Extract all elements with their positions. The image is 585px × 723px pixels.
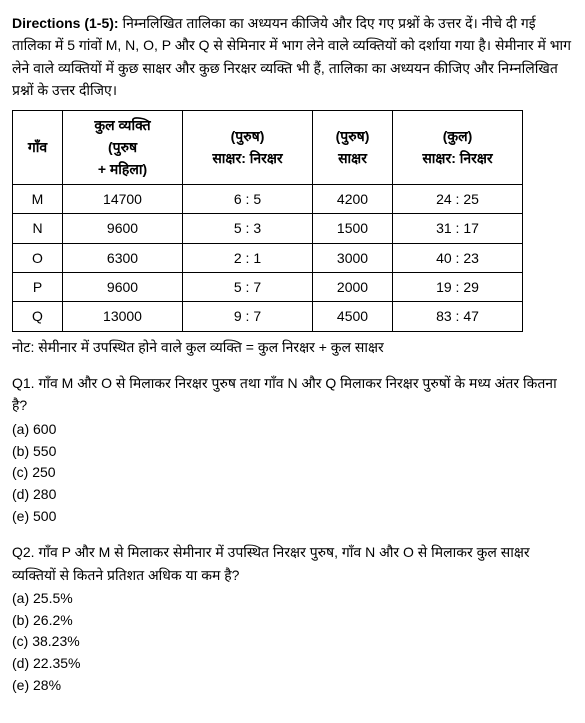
cell-ratio: 5 : 7 [183,272,313,301]
directions-block: Directions (1-5): निम्नलिखित तालिका का अ… [12,12,573,102]
q1-option-b: (b) 550 [12,441,573,463]
q1-text: गाँव M और O से मिलाकर निरक्षर पुरुष तथा … [12,375,557,413]
q1-option-c: (c) 250 [12,462,573,484]
cell-total: 13000 [63,302,183,331]
q2-option-e: (e) 28% [12,675,573,697]
q2-text: गाँव P और M से मिलाकर सेमीनार में उपस्थि… [12,544,530,582]
cell-ratio: 5 : 3 [183,214,313,243]
header-kul-label: (कुल) [401,125,514,147]
header-total-line1: कुल व्यक्ति [71,114,174,136]
cell-total: 14700 [63,184,183,213]
cell-literate: 4500 [313,302,393,331]
header-row: गाँव कुल व्यक्ति (पुरुष + महिला) (पुरुष)… [13,110,523,184]
q1-option-d: (d) 280 [12,484,573,506]
header-kul-ratio: साक्षर: निरक्षर [401,147,514,169]
header-total: कुल व्यक्ति (पुरुष + महिला) [63,110,183,184]
cell-village: M [13,184,63,213]
cell-literate: 2000 [313,272,393,301]
q2-options: (a) 25.5% (b) 26.2% (c) 38.23% (d) 22.35… [12,588,573,696]
header-literate-label: साक्षर [321,147,384,169]
cell-total: 9600 [63,214,183,243]
cell-literate: 4200 [313,184,393,213]
cell-kul: 19 : 29 [393,272,523,301]
cell-village: Q [13,302,63,331]
cell-kul: 83 : 47 [393,302,523,331]
header-male-ratio: (पुरुष) साक्षर: निरक्षर [183,110,313,184]
data-table: गाँव कुल व्यक्ति (पुरुष + महिला) (पुरुष)… [12,110,523,332]
cell-ratio: 2 : 1 [183,243,313,272]
directions-label: Directions (1-5): [12,15,119,31]
table-row: P 9600 5 : 7 2000 19 : 29 [13,272,523,301]
cell-literate: 1500 [313,214,393,243]
q1-option-a: (a) 600 [12,419,573,441]
table-row: O 6300 2 : 1 3000 40 : 23 [13,243,523,272]
q1-option-e: (e) 500 [12,506,573,528]
header-village: गाँव [13,110,63,184]
header-total-line3: + महिला) [71,158,174,180]
table-row: Q 13000 9 : 7 4500 83 : 47 [13,302,523,331]
q2-text-block: Q2. गाँव P और M से मिलाकर सेमीनार में उप… [12,541,573,586]
q1-label: Q1. [12,375,38,391]
header-total-line2: (पुरुष [71,136,174,158]
q2-option-c: (c) 38.23% [12,631,573,653]
header-ratio-label: साक्षर: निरक्षर [191,147,304,169]
question-1: Q1. गाँव M और O से मिलाकर निरक्षर पुरुष … [12,372,573,527]
cell-literate: 3000 [313,243,393,272]
cell-village: N [13,214,63,243]
cell-total: 9600 [63,272,183,301]
cell-kul: 31 : 17 [393,214,523,243]
header-male-label: (पुरुष) [191,125,304,147]
cell-total: 6300 [63,243,183,272]
cell-kul: 40 : 23 [393,243,523,272]
q2-label: Q2. [12,544,38,560]
cell-village: P [13,272,63,301]
q1-text-block: Q1. गाँव M और O से मिलाकर निरक्षर पुरुष … [12,372,573,417]
cell-village: O [13,243,63,272]
table-row: N 9600 5 : 3 1500 31 : 17 [13,214,523,243]
cell-kul: 24 : 25 [393,184,523,213]
header-male-literate: (पुरुष) साक्षर [313,110,393,184]
q2-option-a: (a) 25.5% [12,588,573,610]
cell-ratio: 6 : 5 [183,184,313,213]
q1-options: (a) 600 (b) 550 (c) 250 (d) 280 (e) 500 [12,419,573,527]
q2-option-b: (b) 26.2% [12,610,573,632]
q2-option-d: (d) 22.35% [12,653,573,675]
header-male-label2: (पुरुष) [321,125,384,147]
question-2: Q2. गाँव P और M से मिलाकर सेमीनार में उप… [12,541,573,696]
table-note: नोट: सेमीनार में उपस्थित होने वाले कुल व… [12,336,573,358]
header-kul: (कुल) साक्षर: निरक्षर [393,110,523,184]
cell-ratio: 9 : 7 [183,302,313,331]
table-row: M 14700 6 : 5 4200 24 : 25 [13,184,523,213]
